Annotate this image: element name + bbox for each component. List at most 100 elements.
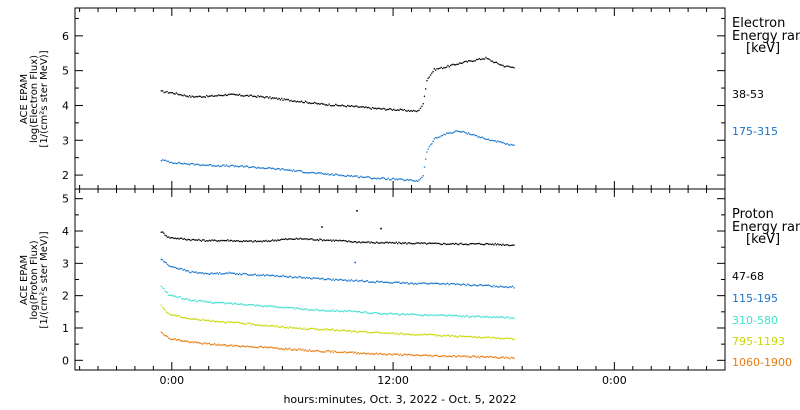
data-point bbox=[378, 312, 380, 315]
data-point bbox=[296, 307, 299, 309]
data-point bbox=[513, 287, 515, 289]
data-point bbox=[366, 352, 368, 355]
data-point bbox=[513, 144, 515, 146]
data-point bbox=[485, 284, 487, 286]
data-point bbox=[498, 357, 500, 359]
data-point bbox=[449, 132, 452, 134]
data-point bbox=[503, 317, 505, 319]
data-point bbox=[339, 330, 341, 332]
data-point bbox=[260, 325, 262, 327]
data-point bbox=[398, 354, 400, 356]
data-point bbox=[289, 169, 291, 171]
data-point bbox=[469, 284, 471, 286]
data-point bbox=[232, 240, 234, 243]
data-point bbox=[179, 162, 181, 165]
data-point bbox=[431, 313, 433, 316]
data-point bbox=[225, 272, 228, 274]
data-point bbox=[494, 286, 496, 288]
data-point bbox=[370, 108, 372, 110]
data-point bbox=[262, 167, 264, 169]
data-point bbox=[497, 357, 499, 359]
data-point bbox=[271, 97, 274, 99]
data-point bbox=[224, 240, 226, 242]
data-point bbox=[192, 96, 195, 98]
data-point bbox=[312, 350, 314, 352]
data-point bbox=[286, 238, 288, 241]
data-point bbox=[502, 64, 504, 67]
data-point bbox=[341, 104, 343, 106]
data-point bbox=[428, 242, 430, 244]
data-point bbox=[249, 304, 251, 306]
data-point bbox=[206, 240, 208, 242]
data-point bbox=[279, 239, 282, 241]
data-point bbox=[318, 172, 320, 174]
data-point bbox=[506, 337, 508, 339]
data-point bbox=[242, 323, 245, 325]
data-point bbox=[204, 319, 206, 321]
data-point bbox=[507, 316, 510, 318]
data-point bbox=[399, 314, 401, 316]
data-point bbox=[299, 348, 301, 350]
data-point bbox=[191, 300, 193, 302]
data-point bbox=[190, 318, 192, 320]
data-point bbox=[188, 298, 191, 300]
data-point bbox=[416, 334, 419, 336]
data-point bbox=[356, 105, 358, 107]
data-point bbox=[471, 134, 474, 136]
data-point bbox=[412, 283, 415, 285]
data-point bbox=[265, 274, 267, 276]
data-point bbox=[250, 166, 253, 168]
data-point bbox=[319, 310, 321, 312]
data-point bbox=[460, 131, 462, 133]
data-point bbox=[275, 240, 278, 242]
data-point bbox=[387, 332, 390, 334]
data-point bbox=[374, 177, 376, 180]
proton-ylabel-line3: [1/(cm²s ster MeV)] bbox=[39, 231, 50, 328]
data-point bbox=[382, 353, 384, 355]
data-point bbox=[441, 243, 444, 246]
data-point bbox=[325, 104, 328, 106]
data-point bbox=[484, 336, 486, 338]
data-point bbox=[221, 164, 224, 166]
data-point bbox=[352, 241, 354, 243]
spike-point bbox=[354, 261, 356, 264]
data-point bbox=[493, 140, 495, 142]
data-point bbox=[254, 166, 257, 169]
data-point bbox=[248, 346, 250, 348]
data-point bbox=[422, 282, 424, 284]
data-point bbox=[239, 93, 241, 96]
data-point bbox=[418, 354, 420, 356]
data-point bbox=[199, 319, 201, 321]
data-point bbox=[340, 329, 342, 331]
data-point bbox=[186, 317, 188, 320]
data-point bbox=[265, 96, 267, 98]
data-point bbox=[250, 94, 253, 96]
data-point bbox=[482, 315, 484, 317]
data-point bbox=[357, 241, 359, 243]
data-point bbox=[306, 101, 308, 103]
data-point bbox=[269, 96, 271, 98]
data-point bbox=[347, 351, 349, 354]
data-point bbox=[181, 340, 183, 342]
data-point bbox=[483, 58, 486, 60]
y-tick-label: 1 bbox=[62, 322, 69, 335]
data-point bbox=[281, 238, 283, 240]
data-point bbox=[495, 141, 498, 143]
data-point bbox=[453, 64, 456, 66]
data-point bbox=[368, 352, 370, 354]
data-point bbox=[364, 241, 366, 243]
data-point bbox=[239, 322, 241, 324]
data-point bbox=[332, 239, 334, 241]
data-point bbox=[477, 315, 479, 317]
data-point bbox=[424, 354, 426, 356]
data-point bbox=[181, 268, 183, 270]
data-point bbox=[304, 308, 307, 310]
data-point bbox=[410, 354, 412, 356]
spike-point bbox=[321, 226, 323, 228]
data-point bbox=[315, 102, 317, 104]
data-point bbox=[307, 309, 309, 311]
data-point bbox=[341, 279, 343, 281]
data-point bbox=[302, 171, 304, 174]
data-point bbox=[453, 315, 455, 317]
data-point bbox=[423, 242, 425, 244]
